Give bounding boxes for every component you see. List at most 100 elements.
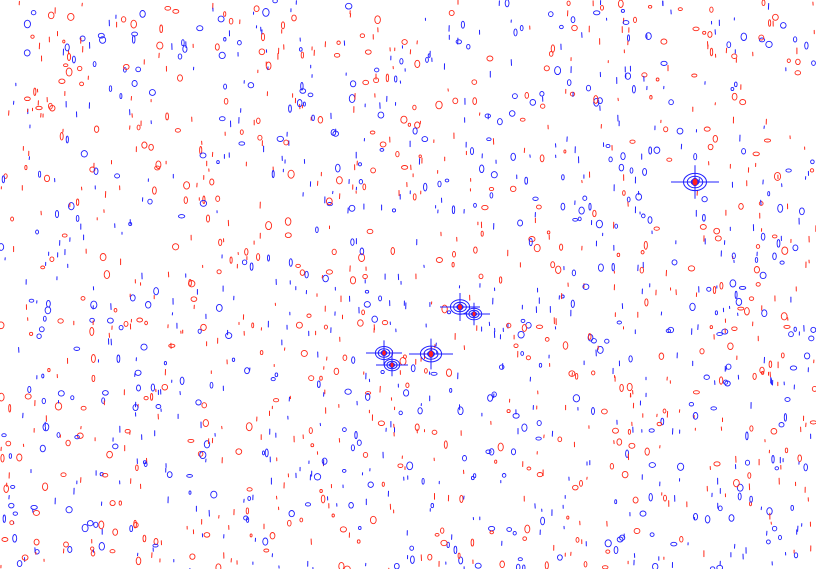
positive-contour-ring (123, 63, 130, 70)
positive-contour-ring (687, 265, 696, 272)
positive-contour-ring (67, 12, 75, 21)
positive-contour-ring (639, 266, 644, 274)
negative-contour-ring (508, 110, 516, 117)
negative-contour-ring (197, 328, 202, 334)
positive-contour-ring (263, 548, 270, 553)
negative-contour-ring (8, 502, 15, 509)
negative-contour-ring (777, 203, 784, 213)
positive-contour-ring (797, 454, 802, 463)
positive-contour-ring (113, 307, 118, 313)
peak-contour-ring (465, 307, 483, 321)
positive-contour-ring (544, 561, 549, 569)
negative-contour-ring (247, 495, 252, 501)
positive-contour-ring (223, 97, 229, 105)
positive-contour-ring (628, 442, 636, 449)
positive-contour-ring (405, 382, 410, 389)
negative-contour-ring (68, 202, 75, 211)
negative-contour-ring (488, 448, 495, 456)
positive-contour-ring (295, 321, 303, 329)
negative-contour-ring (41, 397, 46, 405)
positive-contour-ring (0, 321, 5, 330)
negative-contour-ring (27, 385, 32, 394)
negative-contour-ring (108, 85, 113, 92)
negative-contour-ring (767, 191, 771, 197)
negative-contour-ring (152, 543, 159, 548)
positive-contour-ring (203, 532, 211, 538)
positive-contour-ring (362, 183, 367, 191)
negative-contour-ring (350, 238, 355, 246)
positive-contour-ring (744, 307, 750, 316)
positive-contour-ring (440, 527, 445, 534)
positive-contour-ring (90, 354, 96, 363)
negative-contour-ring (182, 45, 188, 53)
positive-contour-ring (89, 166, 96, 173)
negative-contour-ring (648, 462, 656, 468)
positive-contour-ring (535, 324, 544, 329)
negative-contour-ring (98, 542, 105, 551)
positive-contour-ring (632, 496, 639, 504)
negative-contour-ring (780, 22, 787, 29)
positive-contour-ring (369, 515, 377, 525)
positive-contour-ring (731, 53, 738, 59)
negative-contour-ring (114, 173, 121, 179)
positive-contour-ring (201, 402, 207, 409)
negative-contour-ring (520, 351, 525, 356)
negative-contour-ring (41, 373, 45, 379)
positive-contour-ring (257, 134, 263, 141)
negative-contour-ring (123, 67, 127, 73)
positive-contour-ring (75, 198, 80, 206)
negative-contour-ring (80, 150, 88, 158)
positive-contour-ring (747, 472, 752, 479)
positive-contour-ring (135, 556, 142, 566)
positive-contour-ring (644, 298, 649, 307)
positive-contour-ring (457, 552, 461, 559)
negative-contour-ring (593, 10, 601, 16)
positive-contour-ring (627, 429, 631, 435)
negative-contour-ring (692, 512, 699, 521)
negative-contour-ring (430, 371, 438, 376)
positive-contour-ring (459, 494, 464, 503)
positive-contour-ring (643, 240, 648, 250)
positive-contour-ring (366, 228, 374, 235)
negative-contour-ring (209, 381, 214, 389)
positive-contour-ring (150, 393, 154, 401)
negative-contour-ring (605, 143, 611, 149)
positive-contour-ring (440, 539, 448, 547)
positive-contour-ring (310, 443, 315, 448)
positive-contour-ring (784, 447, 789, 454)
negative-contour-ring (591, 407, 595, 415)
negative-contour-ring (784, 397, 791, 402)
positive-contour-ring (605, 549, 611, 554)
negative-contour-ring (783, 413, 787, 422)
positive-contour-ring (362, 79, 370, 86)
negative-contour-ring (119, 93, 123, 100)
positive-contour-ring (600, 4, 604, 11)
negative-contour-ring (349, 80, 357, 88)
negative-contour-ring (641, 213, 646, 219)
positive-contour-ring (299, 269, 306, 276)
negative-contour-ring (521, 423, 528, 432)
negative-contour-ring (702, 213, 706, 222)
negative-contour-ring (12, 511, 18, 516)
positive-contour-ring (557, 436, 563, 443)
negative-contour-ring (410, 555, 415, 564)
positive-contour-ring (287, 519, 292, 527)
positive-contour-ring (89, 327, 95, 336)
positive-contour-ring (677, 7, 683, 11)
negative-contour-ring (631, 85, 636, 94)
positive-contour-ring (291, 14, 297, 22)
negative-contour-ring (316, 380, 321, 388)
positive-contour-ring (16, 453, 23, 462)
negative-contour-ring (485, 449, 492, 454)
negative-contour-ring (670, 541, 678, 547)
positive-contour-ring (123, 320, 129, 327)
negative-contour-ring (559, 24, 564, 30)
negative-contour-ring (304, 502, 312, 507)
positive-contour-ring (563, 149, 567, 154)
negative-contour-ring (604, 338, 610, 344)
positive-contour-ring (434, 532, 440, 537)
positive-contour-ring (755, 244, 761, 249)
positive-contour-ring (249, 533, 253, 538)
positive-contour-ring (48, 102, 53, 110)
negative-contour-ring (444, 178, 450, 183)
